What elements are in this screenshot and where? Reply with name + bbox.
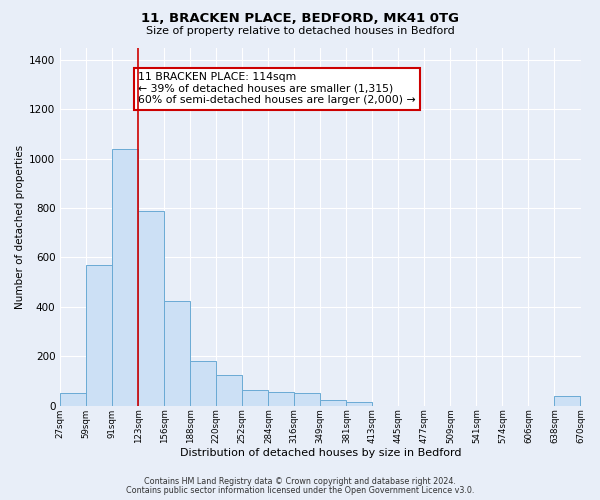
Bar: [268, 392, 295, 406]
Bar: [86, 265, 112, 406]
Bar: [217, 375, 242, 406]
Bar: [295, 394, 320, 406]
Bar: [112, 149, 139, 406]
Bar: [164, 300, 190, 406]
Bar: [346, 402, 373, 406]
Text: Contains public sector information licensed under the Open Government Licence v3: Contains public sector information licen…: [126, 486, 474, 495]
Bar: [320, 400, 346, 406]
Text: 11, BRACKEN PLACE, BEDFORD, MK41 0TG: 11, BRACKEN PLACE, BEDFORD, MK41 0TG: [141, 12, 459, 26]
Y-axis label: Number of detached properties: Number of detached properties: [15, 144, 25, 308]
X-axis label: Distribution of detached houses by size in Bedford: Distribution of detached houses by size …: [179, 448, 461, 458]
Bar: [554, 396, 580, 406]
Bar: [190, 361, 217, 406]
Text: Contains HM Land Registry data © Crown copyright and database right 2024.: Contains HM Land Registry data © Crown c…: [144, 477, 456, 486]
Text: Size of property relative to detached houses in Bedford: Size of property relative to detached ho…: [146, 26, 454, 36]
Bar: [60, 394, 86, 406]
Bar: [139, 210, 164, 406]
Bar: [242, 390, 268, 406]
Text: 11 BRACKEN PLACE: 114sqm
← 39% of detached houses are smaller (1,315)
60% of sem: 11 BRACKEN PLACE: 114sqm ← 39% of detach…: [139, 72, 416, 106]
